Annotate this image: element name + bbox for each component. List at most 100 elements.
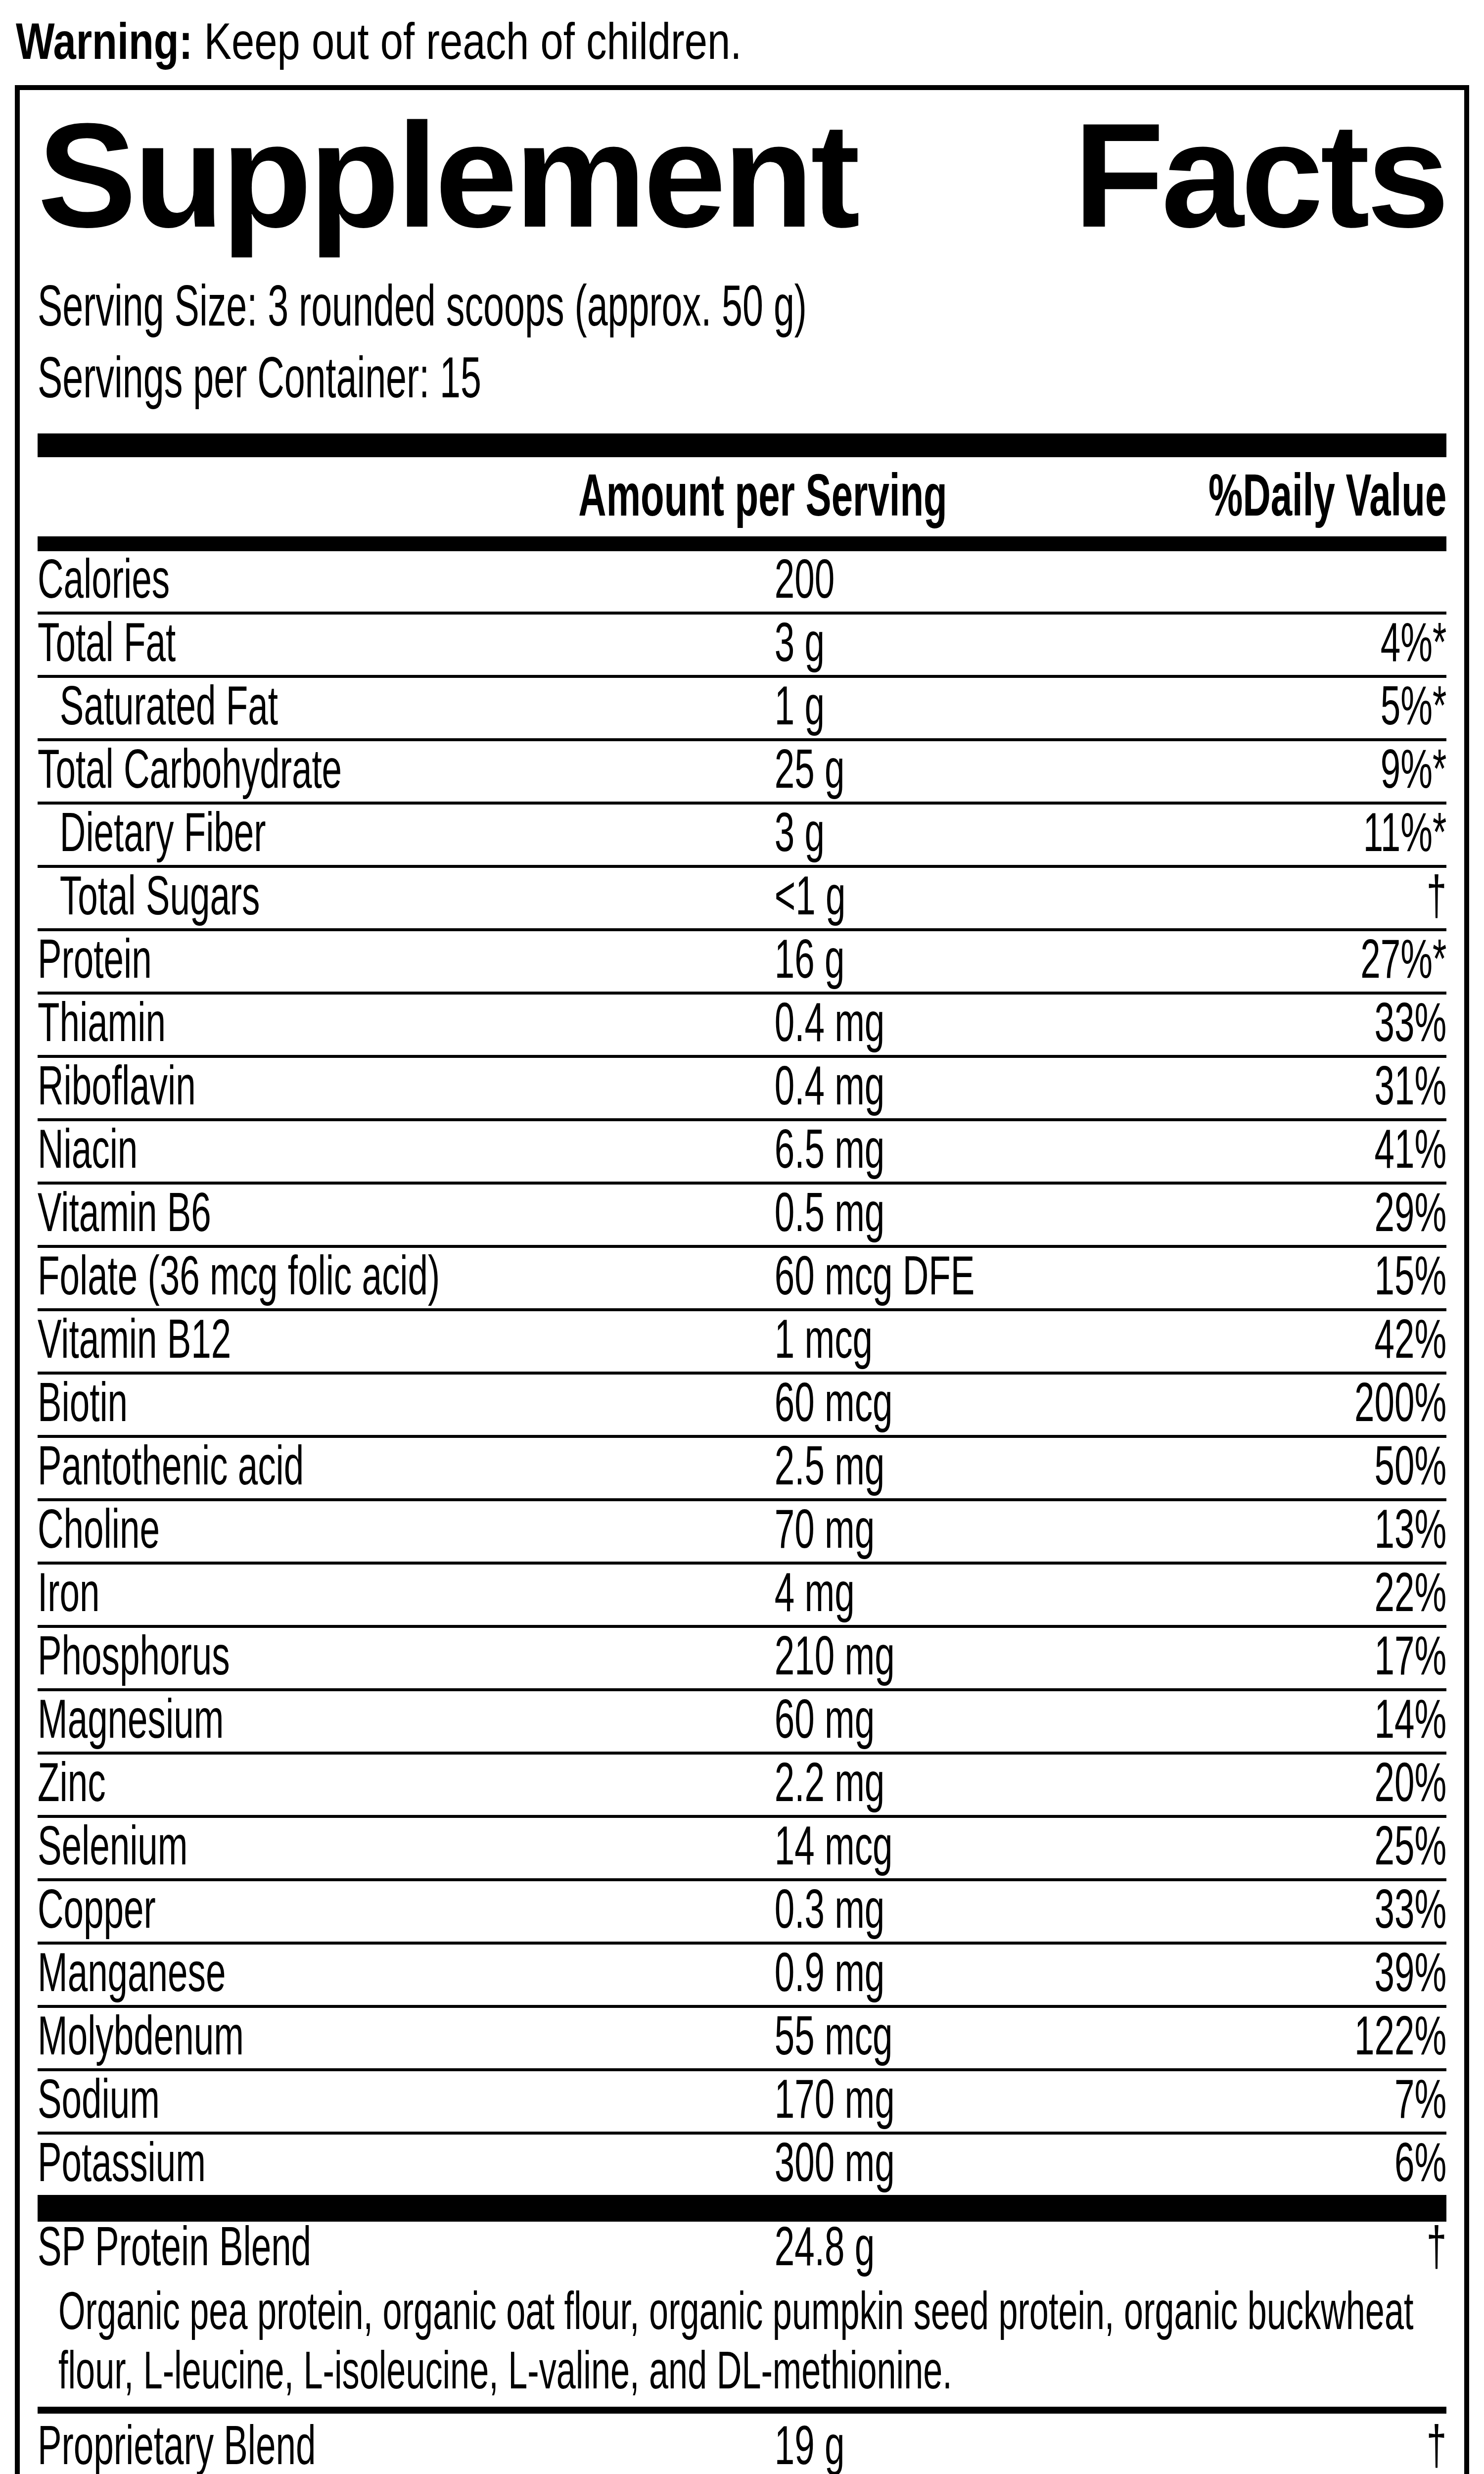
nutrient-amount: 210 mg xyxy=(775,1627,895,1684)
nutrient-name: Sodium xyxy=(38,2070,160,2128)
nutrient-daily-value: 20% xyxy=(1375,1754,1447,1811)
nutrient-daily-value: 41% xyxy=(1375,1120,1447,1178)
nutrient-daily-value: 122% xyxy=(1354,2007,1446,2064)
nutrient-amount: 2.2 mg xyxy=(775,1754,885,1811)
nutrient-name: Folate (36 mcg folic acid) xyxy=(38,1247,440,1304)
nutrient-row: Phosphorus 210 mg 17% xyxy=(38,1628,1446,1691)
nutrient-name: Vitamin B12 xyxy=(38,1310,231,1368)
nutrient-row: Saturated Fat 1 g 5%* xyxy=(38,678,1446,741)
column-header-row: Amount per Serving %Daily Value xyxy=(38,457,1446,536)
nutrient-name: Biotin xyxy=(38,1374,128,1431)
nutrient-row: Folate (36 mcg folic acid) 60 mcg DFE 15… xyxy=(38,1248,1446,1311)
nutrient-row: Total Fat 3 g 4%* xyxy=(38,615,1446,678)
nutrient-amount: 60 mcg xyxy=(775,1374,893,1431)
nutrient-row: Niacin 6.5 mg 41% xyxy=(38,1121,1446,1185)
nutrient-row: Sodium 170 mg 7% xyxy=(38,2071,1446,2135)
blend-description-wrap: Organic pea protein, organic oat flour, … xyxy=(58,2281,1446,2400)
nutrient-row: Total Sugars <1 g † xyxy=(38,868,1446,931)
nutrient-amount: 1 g xyxy=(775,677,825,734)
nutrient-name: Dietary Fiber xyxy=(60,804,266,861)
nutrient-name: Selenium xyxy=(38,1817,187,1874)
nutrient-amount: 300 mg xyxy=(775,2134,895,2191)
nutrient-daily-value: 9%* xyxy=(1381,740,1447,798)
nutrient-name: Molybdenum xyxy=(38,2007,244,2064)
nutrient-row: Thiamin 0.4 mg 33% xyxy=(38,995,1446,1058)
column-header-daily-value: %Daily Value xyxy=(1208,462,1446,527)
panel-title: Supplement Facts xyxy=(38,101,1446,249)
nutrient-row: Iron 4 mg 22% xyxy=(38,1565,1446,1628)
nutrient-row: Riboflavin 0.4 mg 31% xyxy=(38,1058,1446,1121)
nutrient-daily-value: 4%* xyxy=(1381,614,1447,671)
nutrient-row: Potassium 300 mg 6% xyxy=(38,2135,1446,2198)
nutrient-row: Dietary Fiber 3 g 11%* xyxy=(38,805,1446,868)
blend-daily-value: † xyxy=(1427,2218,1446,2275)
nutrient-name: Niacin xyxy=(38,1120,138,1178)
nutrient-name: Vitamin B6 xyxy=(38,1184,211,1241)
nutrient-row: Selenium 14 mcg 25% xyxy=(38,1818,1446,1881)
serving-size: Serving Size: 3 rounded scoops (approx. … xyxy=(38,270,1446,342)
blend-row: SP Protein Blend 24.8 g † xyxy=(38,2222,1446,2277)
nutrient-amount: 200 xyxy=(775,550,835,608)
nutrient-row: Zinc 2.2 mg 20% xyxy=(38,1755,1446,1818)
nutrient-row: Vitamin B12 1 mcg 42% xyxy=(38,1311,1446,1375)
nutrient-amount: 0.9 mg xyxy=(775,1944,885,2001)
nutrient-daily-value: 200% xyxy=(1354,1374,1446,1431)
nutrient-daily-value: 14% xyxy=(1375,1690,1447,1748)
nutrient-name: Total Carbohydrate xyxy=(38,740,342,798)
nutrient-name: Pantothenic acid xyxy=(38,1437,304,1494)
blend-name: SP Protein Blend xyxy=(38,2218,311,2275)
nutrient-name: Riboflavin xyxy=(38,1057,196,1114)
nutrient-row: Copper 0.3 mg 33% xyxy=(38,1881,1446,1945)
nutrient-amount: 16 g xyxy=(775,930,845,988)
nutrient-daily-value: 27%* xyxy=(1360,930,1446,988)
nutrient-daily-value: 13% xyxy=(1375,1500,1447,1558)
panel-title-word-2: Facts xyxy=(1073,101,1446,249)
nutrient-row: Pantothenic acid 2.5 mg 50% xyxy=(38,1438,1446,1501)
nutrient-daily-value: 22% xyxy=(1375,1564,1447,1621)
nutrient-row: Magnesium 60 mg 14% xyxy=(38,1691,1446,1755)
nutrient-daily-value: 15% xyxy=(1375,1247,1447,1304)
nutrient-daily-value: 31% xyxy=(1375,1057,1447,1114)
nutrient-name: Saturated Fat xyxy=(60,677,278,734)
nutrient-name: Choline xyxy=(38,1500,160,1558)
nutrient-daily-value: 25% xyxy=(1375,1817,1447,1874)
divider-bar-header xyxy=(38,536,1446,551)
nutrient-name: Phosphorus xyxy=(38,1627,230,1684)
nutrient-row: Choline 70 mg 13% xyxy=(38,1501,1446,1565)
nutrient-amount: 1 mcg xyxy=(775,1310,873,1368)
nutrient-row: Protein 16 g 27%* xyxy=(38,931,1446,995)
nutrient-amount: 2.5 mg xyxy=(775,1437,885,1494)
nutrient-amount: 0.3 mg xyxy=(775,1880,885,1938)
nutrient-amount: 3 g xyxy=(775,614,825,671)
nutrient-amount: 6.5 mg xyxy=(775,1120,885,1178)
nutrient-table: Calories 200 Total Fat 3 g 4%* Saturated… xyxy=(38,551,1446,2198)
nutrient-daily-value: 5%* xyxy=(1381,677,1447,734)
serving-info: Serving Size: 3 rounded scoops (approx. … xyxy=(38,270,1446,414)
blend-separator xyxy=(38,2407,1446,2414)
warning-label: Warning: xyxy=(16,12,192,70)
servings-per-container: Servings per Container: 15 xyxy=(38,342,1446,414)
blend-name: Proprietary Blend xyxy=(38,2417,316,2474)
blend-amount: 24.8 g xyxy=(775,2218,875,2275)
nutrient-amount: 3 g xyxy=(775,804,825,861)
supplement-facts-panel: Supplement Facts Serving Size: 3 rounded… xyxy=(15,85,1469,2474)
nutrient-name: Total Fat xyxy=(38,614,176,671)
warning-text: Warning: Keep out of reach of children. xyxy=(16,13,742,69)
blend-row: Proprietary Blend 19 g † xyxy=(38,2421,1446,2474)
nutrient-amount: 25 g xyxy=(775,740,845,798)
nutrient-row: Biotin 60 mcg 200% xyxy=(38,1375,1446,1438)
nutrient-name: Calories xyxy=(38,550,170,608)
nutrient-daily-value: 33% xyxy=(1375,994,1447,1051)
nutrient-amount: 4 mg xyxy=(775,1564,855,1621)
nutrient-row: Manganese 0.9 mg 39% xyxy=(38,1945,1446,2008)
nutrient-name: Total Sugars xyxy=(60,867,260,924)
nutrient-amount: 170 mg xyxy=(775,2070,895,2128)
nutrient-daily-value: 42% xyxy=(1375,1310,1447,1368)
nutrient-amount: 14 mcg xyxy=(775,1817,893,1874)
nutrient-name: Manganese xyxy=(38,1944,226,2001)
divider-bar-top xyxy=(38,433,1446,457)
nutrient-daily-value: 29% xyxy=(1375,1184,1447,1241)
blend-description: Organic pea protein, organic oat flour, … xyxy=(58,2281,1422,2400)
nutrient-daily-value: 6% xyxy=(1394,2134,1446,2191)
nutrient-daily-value: 11%* xyxy=(1363,804,1447,861)
